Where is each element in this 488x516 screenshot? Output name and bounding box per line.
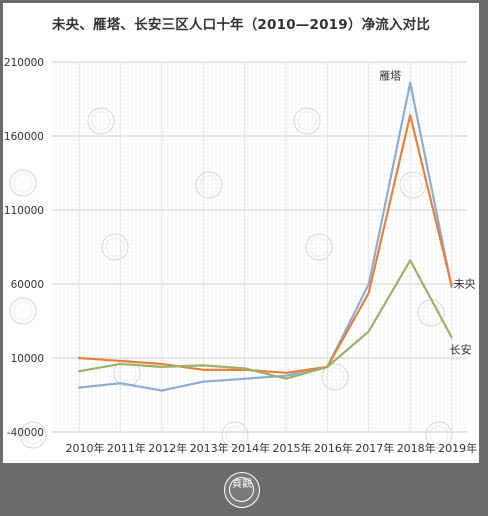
- watermark-seal-ring: [195, 171, 223, 199]
- watermark-seal-inner: [91, 111, 111, 131]
- y-tick-label: 110000: [4, 205, 44, 217]
- watermark-seal-ring: [9, 297, 37, 325]
- chart-title: 未央、雁塔、长安三区人口十年（2010—2019）净流入对比: [51, 17, 431, 33]
- watermark-seal-inner: [429, 425, 449, 445]
- watermark-seal: [305, 233, 333, 261]
- footer-bar: 貞觀: [0, 466, 488, 516]
- x-tick-label: 2019年: [438, 441, 477, 455]
- watermark-seal: [195, 171, 223, 199]
- watermark-seal: [425, 421, 453, 449]
- seal-logo-icon: 貞觀: [224, 472, 260, 508]
- series-label-长安: 长安: [450, 342, 472, 356]
- series-label-雁塔: 雁塔: [379, 70, 401, 83]
- watermark-seal: [19, 421, 47, 449]
- watermark-seal-inner: [297, 111, 317, 131]
- x-tick-label: 2012年: [148, 441, 187, 455]
- watermark-seal: [221, 421, 249, 449]
- x-tick-label: 2011年: [107, 441, 146, 455]
- watermark-seal-inner: [13, 301, 33, 321]
- chart-card: -40000 10000 60000 110000 160000 210000 2010年…: [3, 3, 479, 463]
- watermark-seal-ring: [399, 171, 427, 199]
- y-tick-label: -40000: [7, 427, 44, 439]
- x-tick-label: 2010年: [66, 441, 105, 455]
- watermark-seal: [321, 363, 349, 391]
- watermark-seal-ring: [221, 421, 249, 449]
- watermark-seal-ring: [9, 169, 37, 197]
- watermark-seal-inner: [225, 425, 245, 445]
- watermark-seal-inner: [325, 367, 345, 387]
- y-axis-ticks: -40000 10000 60000 110000 160000 210000: [4, 57, 44, 439]
- watermark-seal-inner: [105, 237, 125, 257]
- watermark-seal: [399, 171, 427, 199]
- watermark-seal: [101, 233, 129, 261]
- series-line-长安: [77, 259, 453, 380]
- watermark-seal: [9, 169, 37, 197]
- watermark-seal-inner: [421, 303, 441, 323]
- y-tick-label: 60000: [11, 279, 44, 291]
- watermark-seal-inner: [403, 175, 423, 195]
- watermark-seal-inner: [13, 173, 33, 193]
- watermark-seal: [87, 107, 115, 135]
- watermark-seal-ring: [305, 233, 333, 261]
- series-label-未央: 未央: [454, 277, 476, 290]
- x-axis-ticks: 2010年 2011年 2012年 2013年 2014年 2015年 2016年 2017年…: [66, 441, 478, 455]
- watermark-seal-ring: [19, 421, 47, 449]
- watermark-seal-ring: [87, 107, 115, 135]
- x-tick-label: 2014年: [231, 441, 270, 455]
- series-line-雁塔: [77, 81, 453, 392]
- watermark-seal: [293, 107, 321, 135]
- y-tick-label: 160000: [4, 131, 44, 143]
- x-tick-label: 2017年: [355, 441, 394, 455]
- watermark-seal-ring: [101, 233, 129, 261]
- watermark-seal-inner: [23, 425, 43, 445]
- watermark-seal-ring: [425, 421, 453, 449]
- x-tick-label: 2016年: [314, 441, 353, 455]
- watermark-seal-ring: [321, 363, 349, 391]
- watermark-seals: [9, 107, 453, 449]
- series-lines: [77, 81, 453, 392]
- watermark-seal: [9, 297, 37, 325]
- watermark-seal-inner: [199, 175, 219, 195]
- line-chart: -40000 10000 60000 110000 160000 210000 2010年…: [4, 57, 478, 455]
- watermark-seal-ring: [293, 107, 321, 135]
- y-tick-label: 10000: [11, 353, 44, 365]
- watermark-seal-inner: [309, 237, 329, 257]
- seal-logo-glyph: 貞觀: [232, 479, 252, 490]
- grid-lines: [52, 61, 467, 433]
- x-tick-label: 2013年: [190, 441, 229, 455]
- x-tick-label: 2018年: [397, 441, 436, 455]
- watermark-seal-ring: [113, 359, 141, 387]
- y-tick-label: 210000: [4, 57, 44, 69]
- x-tick-label: 2015年: [273, 441, 312, 455]
- series-line-未央: [77, 114, 453, 374]
